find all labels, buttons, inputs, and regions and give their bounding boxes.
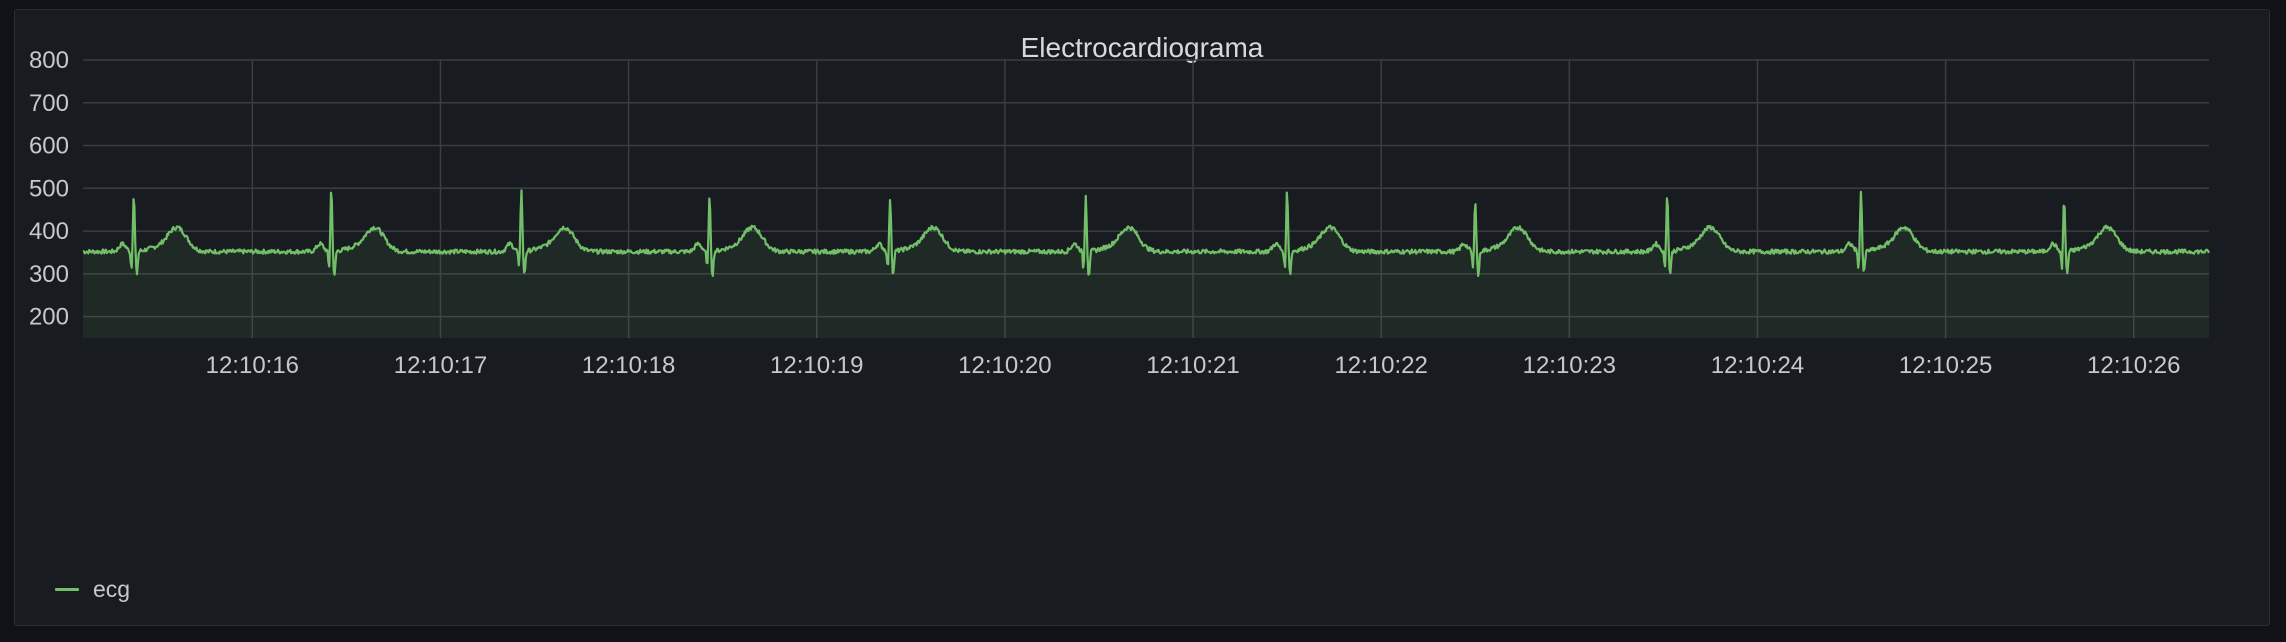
x-tick-label-12:10:25: 12:10:25 [1899, 352, 1992, 379]
x-tick-label-12:10:26: 12:10:26 [2087, 352, 2180, 379]
y-tick-label-600: 600 [29, 133, 69, 160]
y-tick-label-800: 800 [29, 47, 69, 74]
series-line-ecg [82, 189, 2210, 277]
legend: ecg [55, 576, 130, 603]
legend-swatch-ecg [55, 588, 79, 591]
y-tick-label-200: 200 [29, 304, 69, 331]
y-tick-label-300: 300 [29, 261, 69, 288]
x-tick-label-12:10:17: 12:10:17 [394, 352, 487, 379]
ecg-chart[interactable]: 200 300 400 500 600 700 800 12:10:16 12:10:17 12:… [15, 10, 2271, 627]
chart-panel: Electrocardiograma 200 300 400 500 600 700 800… [14, 9, 2270, 626]
x-tick-label-12:10:19: 12:10:19 [770, 352, 863, 379]
x-tick-label-12:10:21: 12:10:21 [1146, 352, 1239, 379]
x-tick-label-12:10:16: 12:10:16 [206, 352, 299, 379]
series-area-ecg [83, 190, 2209, 338]
y-tick-label-700: 700 [29, 90, 69, 117]
x-tick-label-12:10:22: 12:10:22 [1334, 352, 1427, 379]
x-tick-label-12:10:23: 12:10:23 [1523, 352, 1616, 379]
y-tick-label-400: 400 [29, 218, 69, 245]
x-tick-label-12:10:18: 12:10:18 [582, 352, 675, 379]
x-tick-label-12:10:24: 12:10:24 [1711, 352, 1804, 379]
y-tick-label-500: 500 [29, 175, 69, 202]
x-tick-label-12:10:20: 12:10:20 [958, 352, 1051, 379]
panel-title[interactable]: Electrocardiograma [1020, 32, 1264, 63]
legend-item-ecg[interactable]: ecg [93, 576, 131, 602]
